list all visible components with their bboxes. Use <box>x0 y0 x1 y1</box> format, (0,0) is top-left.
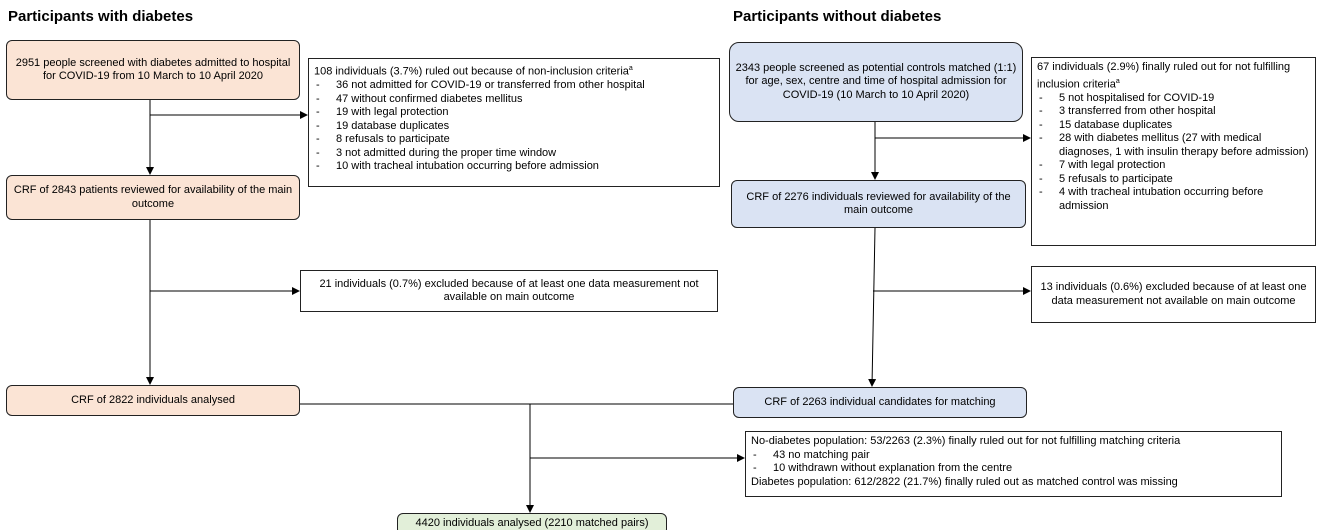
list-item: 5 refusals to participate <box>1037 173 1310 187</box>
missing-box: 13 individuals (0.6%) excluded because o… <box>1031 266 1316 323</box>
screened-box: 2951 people screened with diabetes admit… <box>6 40 300 100</box>
exclusion-list: 5 not hospitalised for COVID-193 transfe… <box>1037 92 1310 214</box>
exclusion-intro: 67 individuals (2.9%) finally ruled out … <box>1037 61 1310 92</box>
text: 67 individuals (2.9%) finally ruled out … <box>1037 61 1291 91</box>
list-item: 10 withdrawn without explanation from th… <box>751 462 1276 476</box>
text: 108 individuals (3.7%) ruled out because… <box>314 65 629 78</box>
final-box: 4420 individuals analysed (2210 matched … <box>397 513 667 530</box>
matching-line: No-diabetes population: 53/2263 (2.3%) f… <box>751 435 1181 447</box>
footnote-mark: a <box>1115 77 1120 85</box>
list-item: 15 database duplicates <box>1037 119 1310 133</box>
list-item: 4 with tracheal intubation occurring bef… <box>1037 186 1310 213</box>
list-item: 10 with tracheal intubation occurring be… <box>314 160 714 174</box>
list-item: 47 without confirmed diabetes mellitus <box>314 93 714 107</box>
exclusion-list: 36 not admitted for COVID-19 or transfer… <box>314 79 714 174</box>
exclusion-box: 67 individuals (2.9%) finally ruled out … <box>1031 57 1316 246</box>
list-item: 19 database duplicates <box>314 120 714 134</box>
screened-box: 2343 people screened as potential contro… <box>729 42 1023 122</box>
analysed-box: CRF of 2822 individuals analysed <box>6 385 300 416</box>
exclusion-intro: 108 individuals (3.7%) ruled out because… <box>314 62 714 79</box>
list-item: 5 not hospitalised for COVID-19 <box>1037 92 1310 106</box>
matching-list: 43 no matching pair10 withdrawn without … <box>751 449 1276 476</box>
reviewed-box: CRF of 2843 patients reviewed for availa… <box>6 175 300 220</box>
candidates-box: CRF of 2263 individual candidates for ma… <box>733 387 1027 418</box>
list-item: 3 not admitted during the proper time wi… <box>314 147 714 161</box>
list-item: 43 no matching pair <box>751 449 1276 463</box>
exclusion-box: 108 individuals (3.7%) ruled out because… <box>308 58 720 187</box>
list-item: 8 refusals to participate <box>314 133 714 147</box>
matching-line: Diabetes population: 612/2822 (21.7%) fi… <box>751 475 1178 488</box>
footnote-mark: a <box>628 65 633 72</box>
list-item: 3 transferred from other hospital <box>1037 105 1310 119</box>
missing-box: 21 individuals (0.7%) excluded because o… <box>300 270 718 312</box>
reviewed-box: CRF of 2276 individuals reviewed for ava… <box>731 180 1026 228</box>
list-item: 7 with legal protection <box>1037 159 1310 173</box>
heading: Participants without diabetes <box>733 8 942 25</box>
list-item: 36 not admitted for COVID-19 or transfer… <box>314 79 714 93</box>
matching-box: No-diabetes population: 53/2263 (2.3%) f… <box>745 431 1282 497</box>
heading: Participants with diabetes <box>8 8 194 25</box>
list-item: 19 with legal protection <box>314 106 714 120</box>
list-item: 28 with diabetes mellitus (27 with medic… <box>1037 132 1310 159</box>
